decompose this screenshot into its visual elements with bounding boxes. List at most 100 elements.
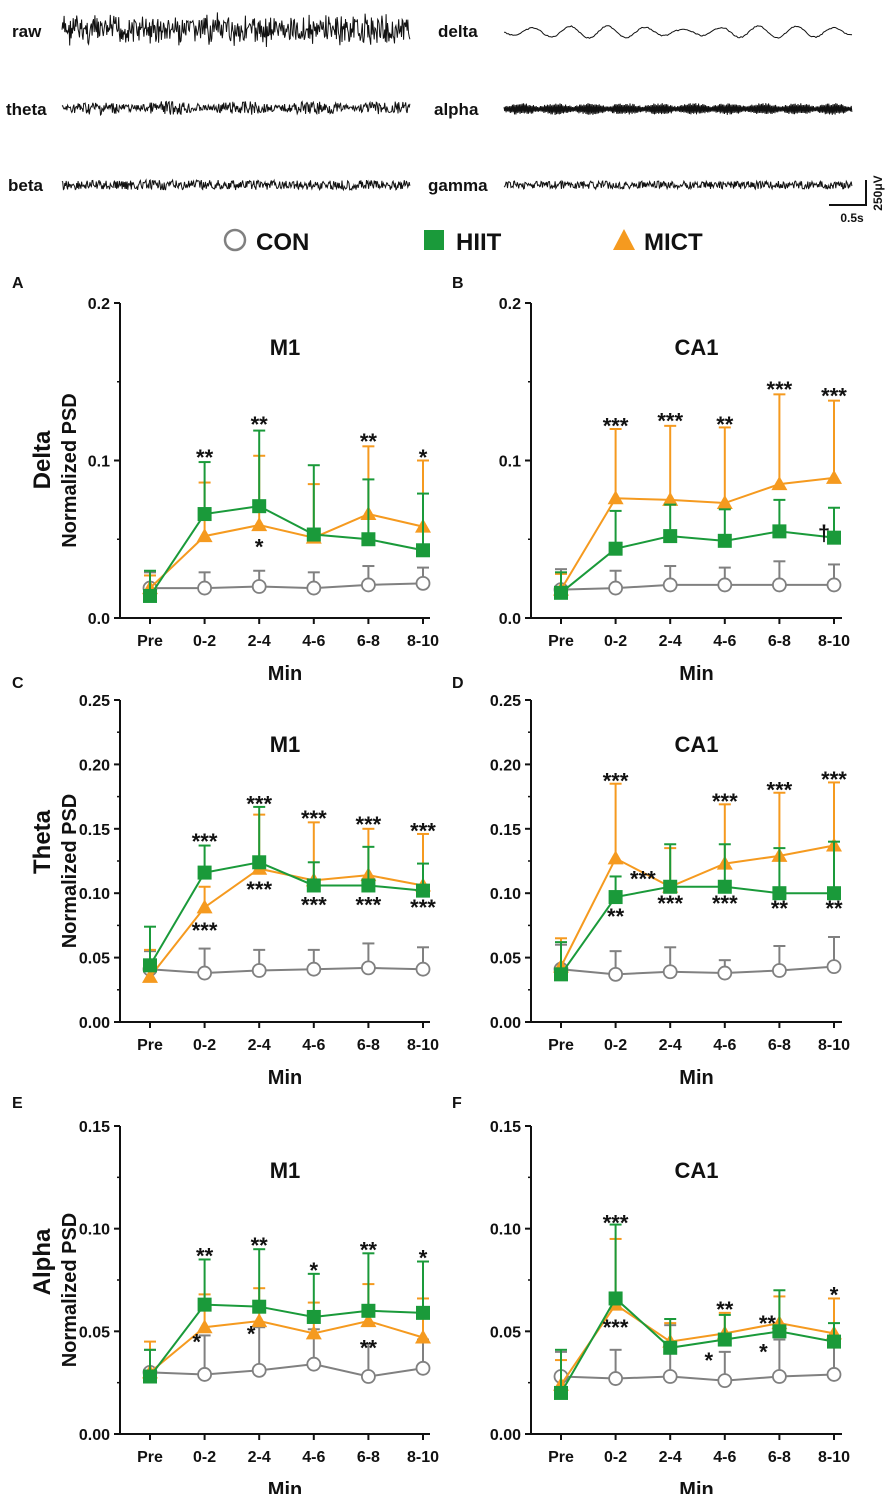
x-tick-label: 2-4 bbox=[248, 1449, 271, 1466]
x-tick-label: Pre bbox=[137, 633, 163, 650]
significance-label: *** bbox=[603, 1315, 629, 1340]
x-tick-label: 2-4 bbox=[659, 1449, 682, 1466]
data-point bbox=[415, 961, 431, 977]
significance-label: * bbox=[705, 1348, 714, 1373]
series-line bbox=[560, 844, 835, 968]
y-tick-label: 0.1 bbox=[88, 454, 110, 471]
significance-label: *** bbox=[657, 891, 683, 916]
x-tick-label: 6-8 bbox=[768, 633, 791, 650]
trace-beta bbox=[61, 178, 411, 192]
x-tick-label: 2-4 bbox=[659, 633, 682, 650]
series-line bbox=[560, 1296, 835, 1394]
x-tick-label: 6-8 bbox=[357, 1037, 380, 1054]
significance-label: * bbox=[255, 535, 264, 560]
x-tick-label: 2-4 bbox=[248, 633, 271, 650]
significance-label: *** bbox=[356, 892, 382, 917]
data-point bbox=[826, 577, 842, 593]
series-hiit bbox=[554, 498, 841, 600]
significance-label: ** bbox=[360, 429, 378, 454]
x-tick-label: 0-2 bbox=[193, 633, 216, 650]
significance-label: ** bbox=[251, 412, 269, 437]
significance-label: *** bbox=[712, 789, 738, 814]
panel-letter: D bbox=[452, 675, 464, 692]
significance-label: * bbox=[830, 1282, 839, 1307]
data-point bbox=[608, 1371, 623, 1386]
data-point bbox=[196, 1319, 213, 1334]
significance-label: *** bbox=[192, 918, 218, 943]
x-tick-label: 8-10 bbox=[818, 1037, 850, 1054]
y-tick-label: 0.00 bbox=[490, 1427, 521, 1444]
data-point bbox=[197, 1297, 212, 1312]
data-point bbox=[608, 580, 623, 596]
data-point bbox=[143, 958, 157, 973]
row-label-theta: Theta bbox=[29, 809, 56, 874]
data-point bbox=[415, 1329, 431, 1344]
panel-letter: B bbox=[452, 275, 464, 292]
series-mict bbox=[553, 1237, 842, 1391]
significance-label: *** bbox=[603, 413, 629, 438]
data-point bbox=[251, 1362, 267, 1378]
data-point bbox=[663, 529, 678, 544]
data-point bbox=[826, 469, 842, 484]
data-point bbox=[252, 499, 267, 514]
panel-letter: C bbox=[12, 675, 24, 692]
x-axis-label: Min bbox=[268, 1067, 302, 1089]
y-tick-label: 0.15 bbox=[79, 822, 110, 839]
series-hiit bbox=[143, 1248, 430, 1384]
x-tick-label: 6-8 bbox=[768, 1449, 791, 1466]
data-point bbox=[415, 1360, 431, 1376]
data-point bbox=[416, 883, 430, 898]
series-line bbox=[560, 965, 835, 976]
data-point bbox=[608, 541, 623, 556]
x-tick-label: 4-6 bbox=[302, 1037, 325, 1054]
y-tick-label: 0.10 bbox=[490, 886, 521, 903]
panel-letter: F bbox=[452, 1095, 462, 1112]
series-con bbox=[553, 560, 842, 598]
data-point bbox=[554, 967, 568, 982]
y-tick-label: 0.10 bbox=[79, 1222, 110, 1239]
data-point bbox=[360, 960, 376, 976]
series-line bbox=[149, 1363, 424, 1378]
series-hiit bbox=[143, 805, 430, 973]
x-tick-label: Pre bbox=[548, 1037, 574, 1054]
series-hiit bbox=[554, 840, 841, 982]
series-line bbox=[560, 530, 835, 594]
panel-e: E M1 0.00 0.05 0.10 0.15 Pre 0-2 2-4 4-6 6-8 8-10 Mi… bbox=[12, 1095, 439, 1494]
y-axis-label: Normalized PSD bbox=[59, 393, 81, 547]
series-line bbox=[149, 966, 424, 975]
y-axis-label: Normalized PSD bbox=[59, 794, 81, 948]
data-point bbox=[197, 1367, 213, 1382]
x-tick-label: 6-8 bbox=[357, 1449, 380, 1466]
data-point bbox=[717, 879, 732, 894]
significance-label: *** bbox=[301, 806, 327, 831]
y-tick-label: 0.05 bbox=[79, 1324, 110, 1341]
y-axis-label: Normalized PSD bbox=[59, 1213, 81, 1367]
significance-label: *** bbox=[712, 891, 738, 916]
data-point bbox=[554, 585, 568, 600]
significance-label: ** bbox=[360, 1336, 378, 1361]
significance-label: † bbox=[818, 521, 830, 546]
significance-label: * bbox=[192, 1330, 201, 1355]
chart-title: CA1 bbox=[674, 335, 718, 360]
y-tick-label: 0.00 bbox=[79, 1427, 110, 1444]
significance-label: ** bbox=[607, 904, 625, 929]
scale-bar bbox=[829, 180, 867, 206]
x-tick-label: 4-6 bbox=[713, 633, 736, 650]
series-hiit bbox=[143, 429, 430, 603]
trace-label-theta: theta bbox=[6, 100, 47, 119]
trace-label-beta: beta bbox=[8, 176, 44, 195]
data-point bbox=[662, 1369, 678, 1384]
data-point bbox=[196, 899, 213, 914]
panel-c: C M1 0.00 0.05 0.10 0.15 0.20 0.25 Pre 0-2 2-4 4-6 6… bbox=[12, 675, 439, 1089]
x-tick-label: 0-2 bbox=[604, 1037, 627, 1054]
significance-label: ** bbox=[825, 896, 843, 921]
significance-label: * bbox=[310, 1258, 319, 1283]
series-line bbox=[149, 1320, 424, 1374]
legend-con-marker bbox=[223, 228, 247, 252]
x-tick-label: 8-10 bbox=[407, 633, 439, 650]
y-tick-label: 0.15 bbox=[79, 1119, 110, 1136]
y-tick-label: 0.05 bbox=[490, 951, 521, 968]
data-point bbox=[306, 1356, 322, 1372]
